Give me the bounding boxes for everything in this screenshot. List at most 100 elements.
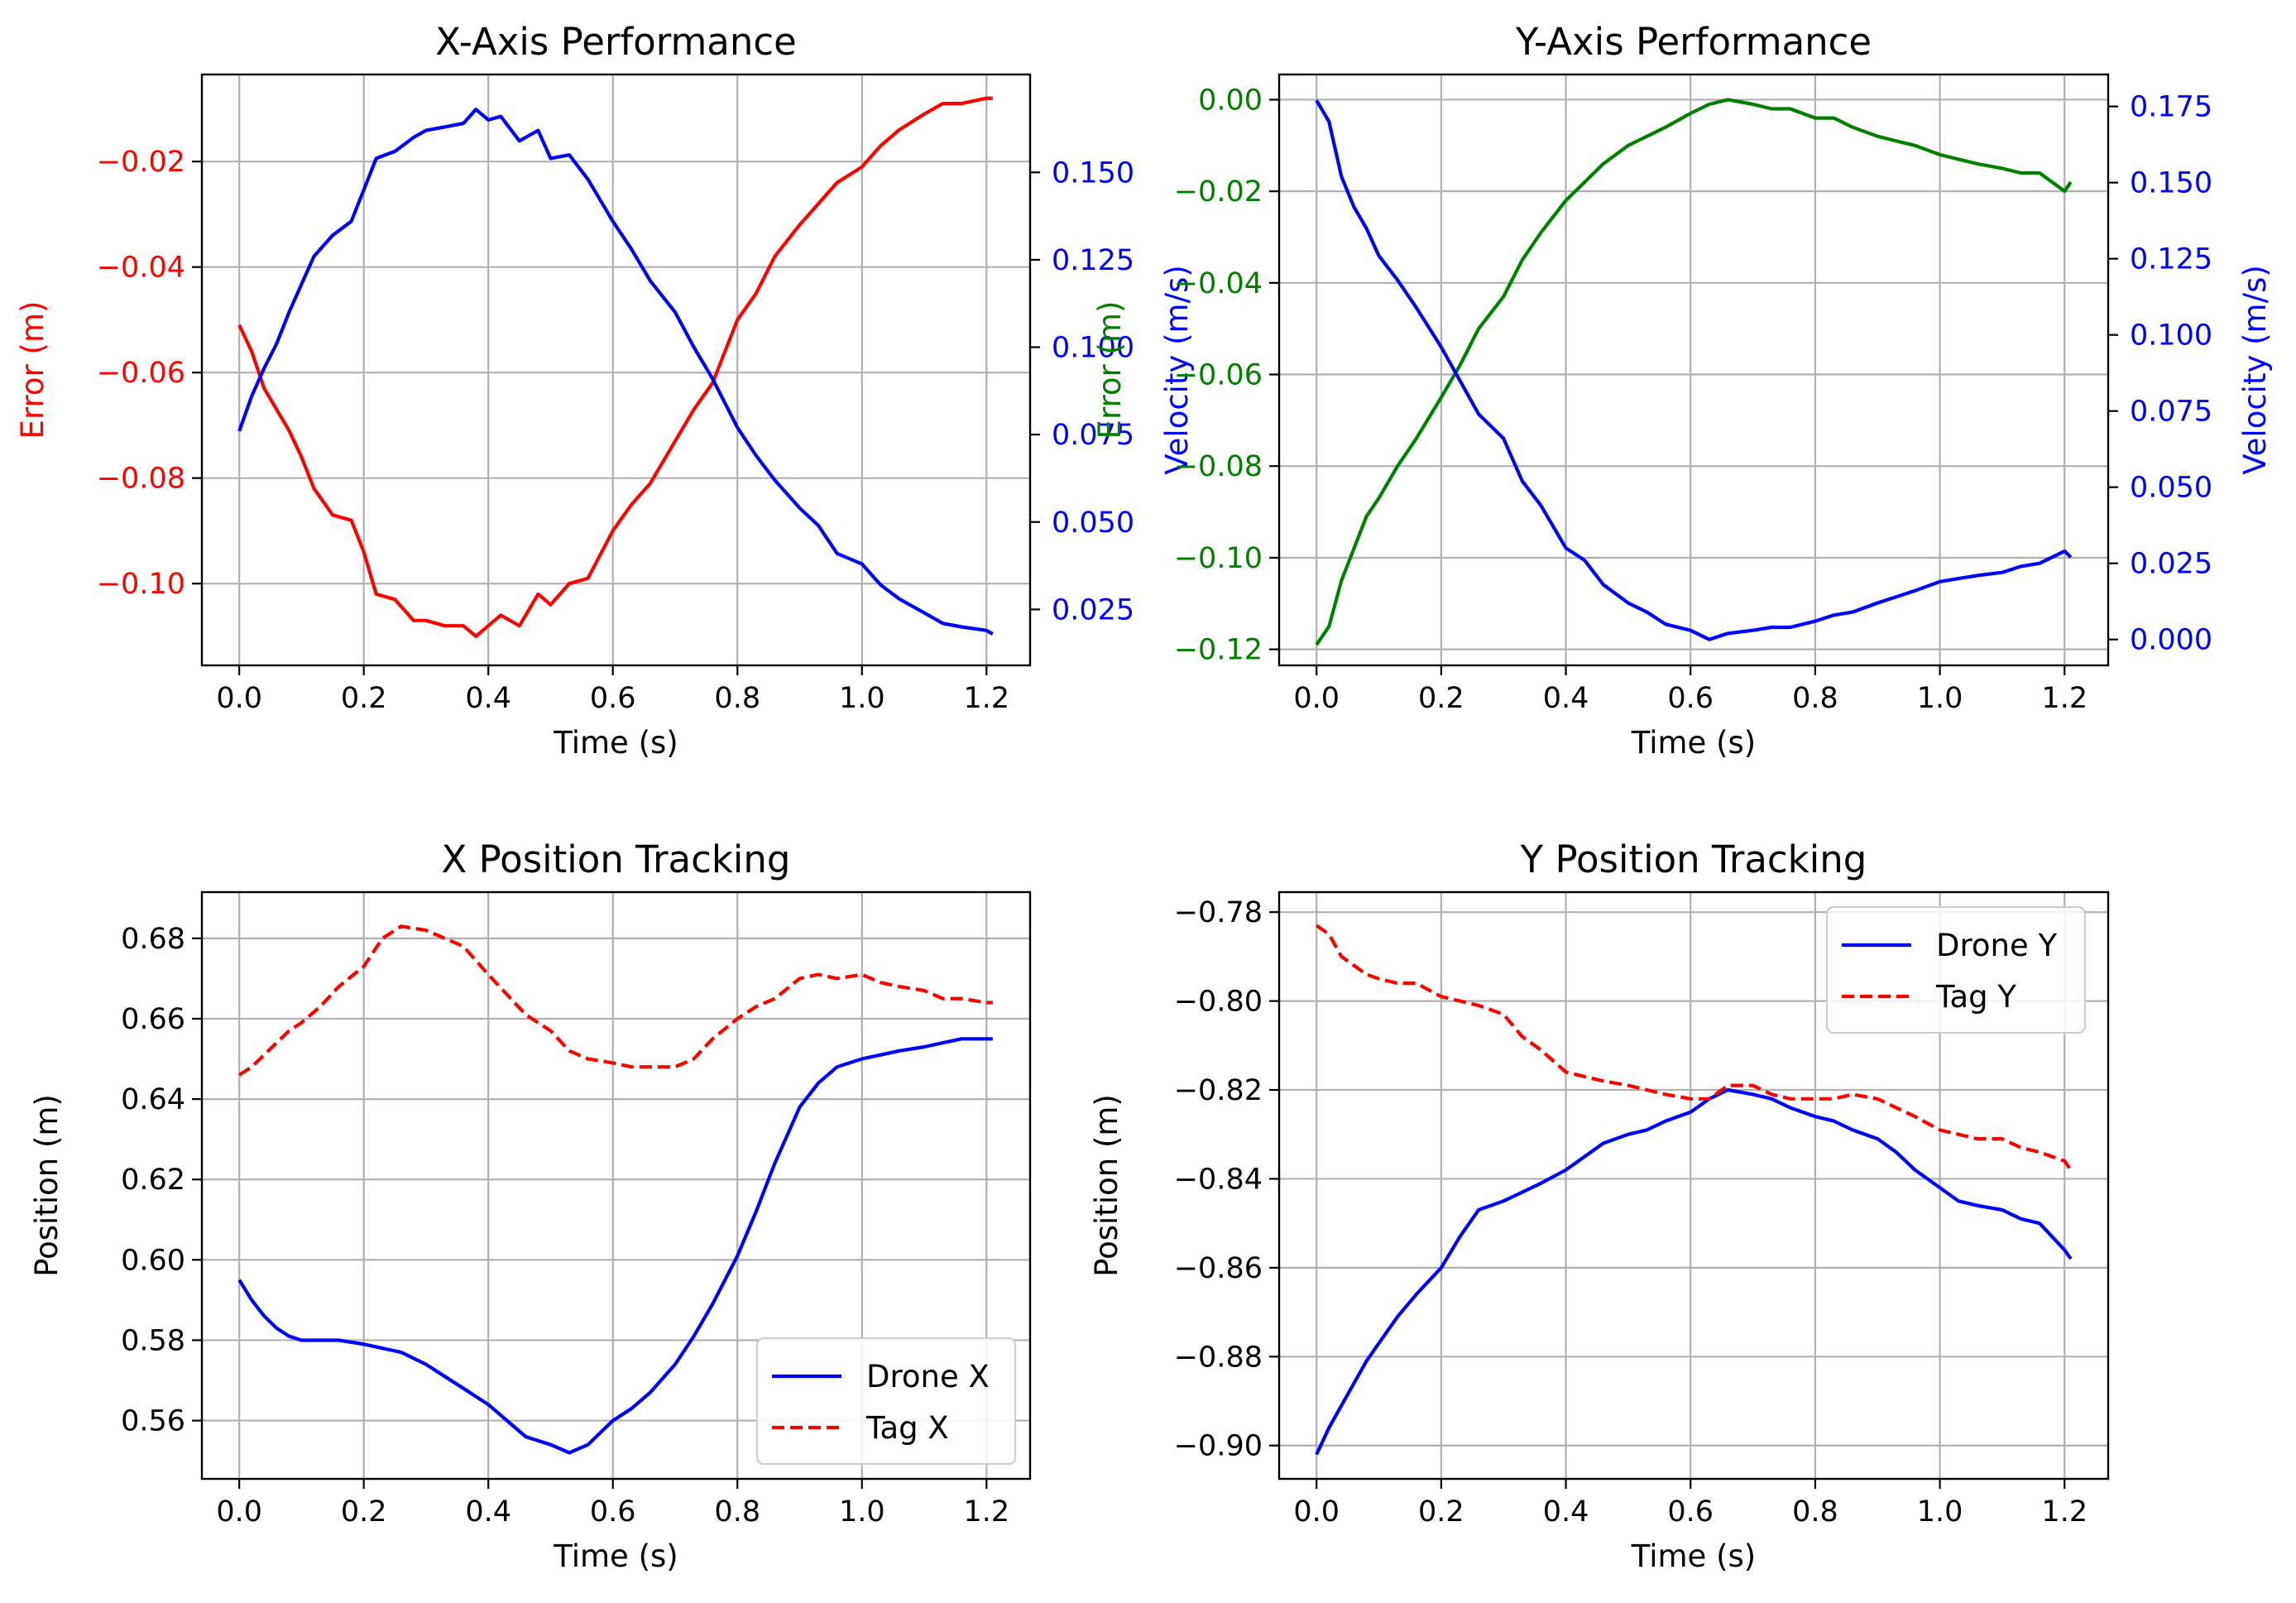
- legend-box: [1826, 906, 2086, 1034]
- x-tick-label: 0.4: [1543, 1495, 1589, 1529]
- x-tick-label: 0.0: [216, 682, 262, 715]
- y-tick-label: −0.02: [1174, 175, 1263, 209]
- y-tick-label: 0.64: [121, 1083, 185, 1116]
- legend: Drone Y Tag Y: [1826, 906, 2086, 1034]
- x-tick-label: 0.6: [1667, 1495, 1714, 1529]
- y-tick-label: −0.90: [1174, 1430, 1263, 1463]
- y-tick-label: −0.06: [97, 357, 185, 390]
- x-tick-label: 1.2: [963, 682, 1009, 715]
- y2-tick-label: 0.150: [2130, 167, 2212, 200]
- series-group: [237, 924, 993, 1455]
- y-tick-label: −0.78: [1174, 896, 1263, 929]
- y-tick-label: 0.58: [121, 1324, 185, 1357]
- plot-frame: [200, 73, 1032, 667]
- x-axis-label: Time (s): [1631, 725, 1756, 761]
- y2-tick-label: 0.050: [2130, 472, 2212, 505]
- y-tick-label: 0.60: [121, 1244, 185, 1277]
- x-tick-label: 0.6: [590, 1495, 636, 1529]
- y-axis-left: −0.90 −0.88 −0.86 −0.84 −0.82 −0.80 −0.78 Posit…: [1089, 896, 1279, 1463]
- legend-label: Tag X: [865, 1410, 949, 1446]
- series-line-left-axis: [237, 96, 993, 638]
- legend: Drone X Tag X: [756, 1337, 1016, 1465]
- legend-box: [756, 1337, 1016, 1465]
- y-tick-label: −0.84: [1174, 1163, 1263, 1196]
- y-tick-label: −0.04: [97, 252, 185, 285]
- legend-label: Drone X: [866, 1359, 990, 1394]
- y-axis-label: Error (m): [15, 301, 50, 439]
- x-axis-label: Time (s): [553, 1538, 678, 1574]
- x-tick-label: 0.8: [1792, 682, 1838, 715]
- x-axis: 0.0 0.2 0.4 0.6 0.8 1.0 1.2 Time (s): [216, 1479, 1009, 1574]
- y-axis-label: Error (m): [1092, 301, 1128, 439]
- x-tick-label: 1.2: [963, 1495, 1009, 1529]
- y-axis-left: 0.56 0.58 0.60 0.62 0.64 0.66 0.68 Position (m): [29, 923, 202, 1438]
- x-tick-label: 0.8: [714, 682, 760, 715]
- series-group: [1315, 924, 2073, 1456]
- chart-title: X-Axis Performance: [435, 20, 797, 64]
- plot-frame: [1277, 890, 2110, 1481]
- x-tick-label: 1.0: [1917, 682, 1963, 715]
- x-tick-label: 0.8: [1792, 1495, 1838, 1529]
- x-axis-label: Time (s): [553, 725, 678, 761]
- series-line-tag-y: [1315, 924, 2073, 1171]
- y-tick-label: −0.10: [1174, 542, 1263, 575]
- y-tick-label: −0.82: [1174, 1074, 1263, 1107]
- x-tick-label: 0.2: [341, 1495, 387, 1529]
- y-tick-label: −0.08: [97, 463, 185, 496]
- x-tick-label: 0.0: [1293, 682, 1340, 715]
- y-tick-label: −0.04: [1174, 267, 1263, 300]
- y2-tick-label: 0.075: [2130, 396, 2212, 429]
- y2-tick-label: 0.000: [2130, 624, 2212, 657]
- y2-tick-label: 0.100: [2130, 319, 2212, 353]
- y-axis-label: Position (m): [1089, 1094, 1124, 1277]
- plot-frame: [1277, 73, 2110, 667]
- series-line-tag-x: [238, 924, 993, 1077]
- y-tick-label: −0.80: [1174, 986, 1263, 1019]
- x-tick-label: 0.6: [590, 682, 636, 715]
- series-line-drone-x: [237, 1037, 993, 1455]
- x-tick-label: 0.0: [1293, 1495, 1340, 1529]
- x-tick-label: 1.0: [839, 1495, 885, 1529]
- y-tick-label: −0.08: [1174, 450, 1263, 483]
- y-tick-label: 0.66: [121, 1003, 185, 1036]
- y2-tick-label: 0.025: [1052, 593, 1134, 626]
- y2-tick-label: 0.075: [1052, 419, 1134, 452]
- x-tick-label: 0.4: [465, 682, 511, 715]
- x-axis: 0.0 0.2 0.4 0.6 0.8 1.0 1.2 Time (s): [216, 665, 1009, 761]
- series-line-drone-y: [1315, 1087, 2073, 1456]
- gridlines: [202, 74, 1030, 665]
- y-tick-label: −0.02: [97, 146, 185, 179]
- x-tick-label: 0.2: [1418, 1495, 1464, 1529]
- chart-panel-3: 0.0 0.2 0.4 0.6 0.8 1.0 1.2 Time (s) 0.56 0.58 0.6…: [29, 837, 1032, 1574]
- y-tick-label: −0.88: [1174, 1341, 1263, 1374]
- series-line-right-axis: [237, 108, 994, 636]
- plot-frame: [200, 890, 1032, 1481]
- x-tick-label: 0.2: [341, 682, 387, 715]
- y-axis-left: −0.10 −0.08 −0.06 −0.04 −0.02 Error (m): [15, 146, 202, 601]
- x-tick-label: 0.8: [714, 1495, 760, 1529]
- y2-tick-label: 0.025: [2130, 548, 2212, 581]
- y-tick-label: 0.62: [121, 1164, 185, 1197]
- y2-tick-label: 0.125: [2130, 243, 2212, 276]
- x-tick-label: 1.0: [839, 682, 885, 715]
- legend-label: Drone Y: [1936, 928, 2058, 963]
- y-tick-label: −0.86: [1174, 1252, 1263, 1285]
- x-tick-label: 1.2: [2041, 1495, 2087, 1529]
- gridlines: [1279, 74, 2108, 665]
- x-tick-label: 1.2: [2041, 682, 2087, 715]
- series-group: [1315, 98, 2073, 646]
- chart-title: Y-Axis Performance: [1515, 20, 1872, 64]
- x-tick-label: 0.0: [216, 1495, 262, 1529]
- chart-title: X Position Tracking: [442, 837, 791, 881]
- y-axis-right: 0.000 0.025 0.050 0.075 0.100 0.125 0.150 0.175…: [2108, 91, 2273, 657]
- series-line-left-axis: [1315, 98, 2073, 646]
- y-tick-label: −0.10: [97, 568, 185, 601]
- y-tick-label: −0.06: [1174, 359, 1263, 392]
- y-axis-left: −0.12 −0.10 −0.08 −0.06 −0.04 −0.02 0.00 Error …: [1092, 84, 1279, 667]
- x-tick-label: 1.0: [1917, 1495, 1963, 1529]
- y2-axis-label: Velocity (m/s): [1159, 265, 1195, 475]
